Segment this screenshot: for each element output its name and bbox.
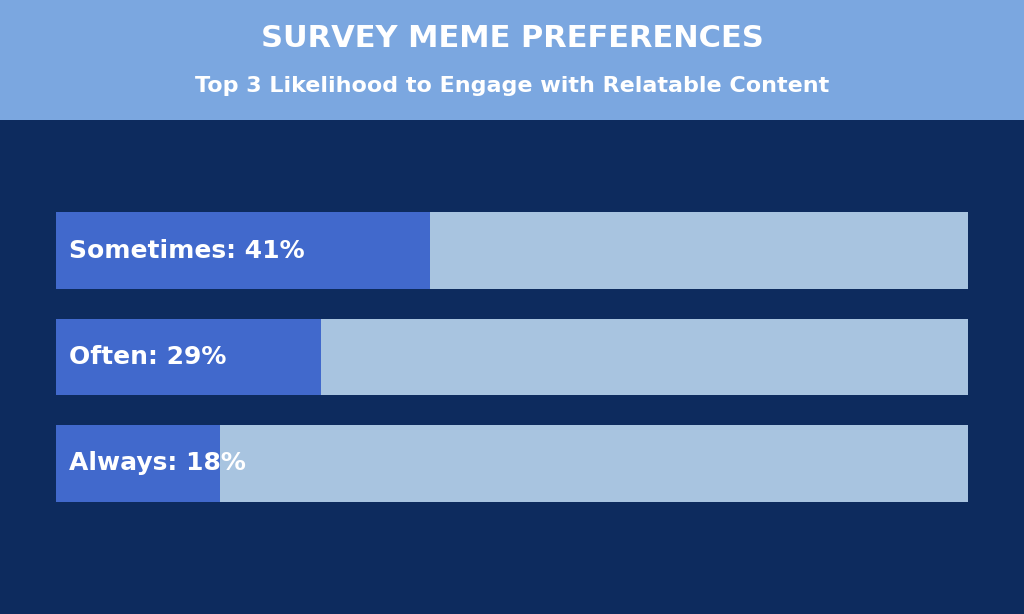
FancyBboxPatch shape xyxy=(56,425,220,502)
FancyBboxPatch shape xyxy=(56,212,968,289)
FancyBboxPatch shape xyxy=(56,425,968,502)
Text: Always: 18%: Always: 18% xyxy=(69,451,246,475)
FancyBboxPatch shape xyxy=(56,319,321,395)
Text: Often: 29%: Often: 29% xyxy=(69,345,226,369)
FancyBboxPatch shape xyxy=(56,319,968,395)
Text: Top 3 Likelihood to Engage with Relatable Content: Top 3 Likelihood to Engage with Relatabl… xyxy=(195,76,829,96)
Text: SURVEY MEME PREFERENCES: SURVEY MEME PREFERENCES xyxy=(261,24,763,53)
FancyBboxPatch shape xyxy=(56,212,430,289)
Text: Sometimes: 41%: Sometimes: 41% xyxy=(69,239,304,263)
